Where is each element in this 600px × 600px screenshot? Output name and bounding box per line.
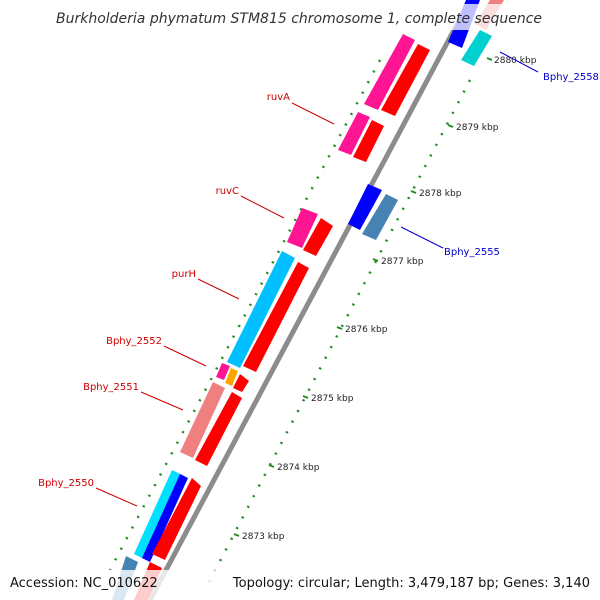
- gene-label-bphy-2551: Bphy_2551: [83, 382, 139, 393]
- chromosome-backbone: [147, 0, 473, 600]
- ruler-tick-label: 2880 kbp: [494, 56, 537, 66]
- gene-feature: [152, 478, 201, 560]
- ruler-tick-label: 2874 kbp: [277, 463, 320, 473]
- ruler-tick-label: 2876 kbp: [345, 325, 388, 335]
- gene-label-bphy-2555: Bphy_2555: [444, 247, 500, 258]
- ruler-tick: [302, 395, 309, 399]
- gene-feature: [461, 30, 492, 66]
- gene-labels: ruvA ruvC purH Bphy_2552 Bphy_2551 Bphy_…: [38, 72, 599, 489]
- ruler-tick: [233, 533, 240, 537]
- footer-band: [0, 570, 600, 600]
- topology-text: Topology: circular; Length: 3,479,187 bp…: [232, 576, 590, 591]
- gene-feature: [227, 251, 295, 368]
- ruler-tick: [268, 464, 275, 468]
- gene-label-ruvA: ruvA: [267, 92, 290, 103]
- track-edge-left: [108, 59, 382, 571]
- gene-feature: [180, 382, 225, 458]
- gene-feature: [362, 194, 398, 240]
- gene-feature: [134, 470, 184, 560]
- gene-feature: [216, 363, 230, 380]
- accession-text: Accession: NC_010622: [10, 576, 158, 591]
- label-leaders: [95, 51, 539, 507]
- leader-line: [163, 345, 207, 367]
- leader-line: [291, 102, 335, 125]
- gene-feature: [348, 184, 382, 230]
- leader-line: [499, 51, 539, 73]
- ruler-tick-label: 2878 kbp: [419, 189, 462, 199]
- ruler-tick-label: 2877 kbp: [381, 257, 424, 267]
- gene-features: [112, 0, 504, 600]
- gene-feature: [364, 34, 415, 110]
- leader-line: [95, 487, 138, 507]
- gene-feature: [225, 368, 238, 386]
- ruler-tick: [486, 57, 493, 61]
- gene-label-ruvC: ruvC: [216, 186, 239, 197]
- gene-feature: [287, 208, 318, 248]
- gene-feature: [303, 218, 333, 256]
- ruler: 2880 kbp 2879 kbp 2878 kbp 2877 kbp 2876…: [233, 56, 537, 542]
- gene-feature: [353, 120, 384, 162]
- ruler-tick: [372, 258, 379, 262]
- ruler-tick: [336, 326, 343, 330]
- gene-label-bphy-2550: Bphy_2550: [38, 478, 94, 489]
- ruler-tick-label: 2873 kbp: [242, 532, 285, 542]
- gene-feature: [381, 44, 430, 116]
- ruler-tick-label: 2879 kbp: [456, 123, 499, 133]
- title-band: [0, 4, 600, 30]
- gene-feature: [142, 474, 188, 562]
- gene-feature: [233, 374, 249, 392]
- gene-label-bphy-2552: Bphy_2552: [106, 336, 162, 347]
- gene-label-bphy-2558: Bphy_2558: [543, 72, 599, 83]
- ruler-tick: [447, 124, 454, 128]
- leader-line: [197, 278, 240, 300]
- gene-feature: [243, 262, 309, 372]
- leader-line: [240, 195, 285, 219]
- gene-feature: [338, 112, 370, 155]
- ruler-tick: [410, 190, 417, 194]
- map-title: Burkholderia phymatum STM815 chromosome …: [56, 11, 542, 27]
- ruler-tick-label: 2875 kbp: [311, 394, 354, 404]
- gene-feature: [195, 392, 242, 466]
- leader-line: [140, 391, 184, 411]
- gene-label-purH: purH: [172, 269, 196, 280]
- leader-line: [400, 226, 444, 249]
